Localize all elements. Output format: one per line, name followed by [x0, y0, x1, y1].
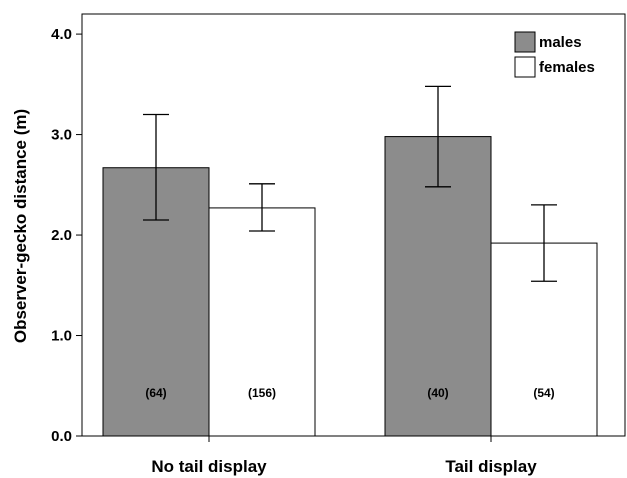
y-tick-label: 2.0: [51, 227, 72, 244]
sample-size-label: (64): [145, 386, 166, 400]
legend-label-males: males: [539, 34, 582, 51]
error-bars: [143, 85, 557, 282]
sample-size-label: (54): [533, 386, 554, 400]
x-category-label: Tail display: [445, 457, 537, 476]
plot-frame: [81, 13, 626, 437]
x-category-label: No tail display: [151, 457, 267, 476]
x-axis: No tail display Tail display: [151, 436, 537, 476]
y-tick-label: 3.0: [51, 127, 72, 144]
legend: males females: [514, 31, 595, 78]
bars: [102, 136, 598, 437]
sample-size-labels: (64) (156) (40) (54): [145, 386, 554, 400]
y-axis: 0.0 1.0 2.0 3.0 4.0: [51, 26, 82, 445]
legend-swatch-females: [514, 56, 536, 78]
bar-females-1: [208, 207, 316, 437]
y-tick-label: 4.0: [51, 26, 72, 43]
sample-size-label: (156): [248, 386, 276, 400]
y-tick-label: 1.0: [51, 328, 72, 345]
sample-size-label: (40): [427, 386, 448, 400]
legend-label-females: females: [539, 59, 595, 76]
y-tick-label: 0.0: [51, 428, 72, 445]
legend-swatch-males: [514, 31, 536, 53]
y-axis-title: Observer-gecko distance (m): [11, 109, 30, 343]
plot-area-border: [81, 13, 626, 437]
